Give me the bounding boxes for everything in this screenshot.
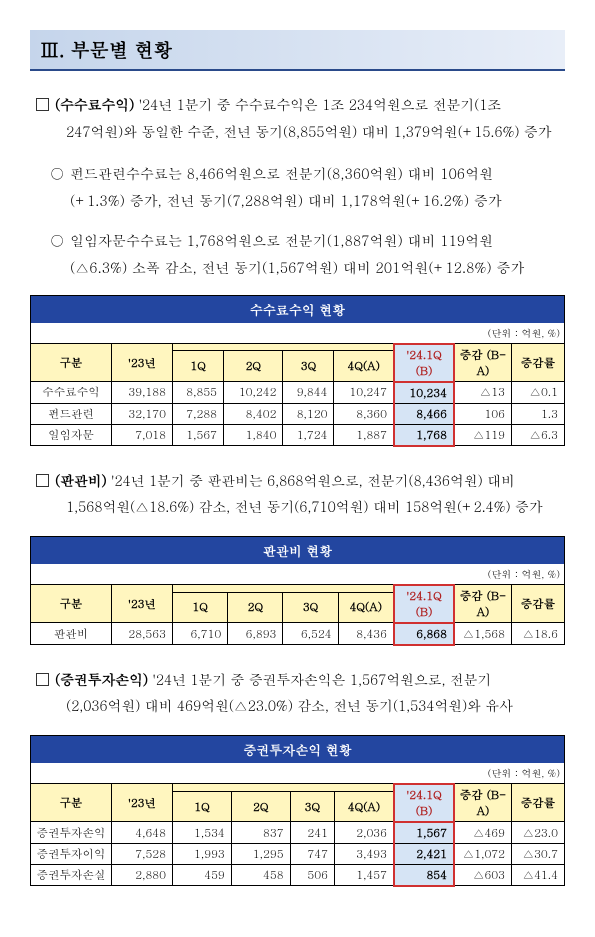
circle-bullet-icon: ○ — [50, 160, 64, 187]
para-sec: (증권투자손익) '24년 1분기 중 증권투자손익은 1,567억원으로, 전… — [36, 666, 565, 719]
subpara-discretion: ○일임자문수수료는 1,768억원으로 전분기(1,887억원) 대비 119억… — [36, 227, 565, 280]
table-sga: 판관비 현황 (단위 : 억원, %) 구분 '23년 '24.1Q (B) 증… — [30, 536, 565, 646]
para-sga: (판관비) '24년 1분기 중 판관비는 6,868억원으로, 전분기(8,4… — [36, 467, 565, 520]
subpara-fund: ○펀드관련수수료는 8,466억원으로 전분기(8,360억원) 대비 106억… — [36, 160, 565, 213]
table-title: 판관비 현황 — [30, 536, 565, 564]
table-sec: 증권투자손익 현황 (단위 : 억원, %) 구분 '23년 '24.1Q (B… — [30, 735, 565, 887]
sga-table: 구분 '23년 '24.1Q (B) 증감 (B-A) 증감률 1Q 2Q 3Q… — [30, 584, 565, 646]
table-unit: (단위 : 억원, %) — [30, 763, 565, 783]
square-bullet-icon — [36, 474, 49, 487]
table-title: 증권투자손익 현황 — [30, 735, 565, 763]
table-fee: 수수료수익 현황 (단위 : 억원, %) 구분 '23년 '24.1Q (B)… — [30, 295, 565, 447]
square-bullet-icon — [36, 98, 49, 111]
square-bullet-icon — [36, 673, 49, 686]
para-fee: (수수료수익) '24년 1분기 중 수수료수익은 1조 234억원으로 전분기… — [36, 91, 565, 144]
fee-table: 구분 '23년 '24.1Q (B) 증감 (B-A) 증감률 1Q 2Q 3Q… — [30, 343, 565, 447]
table-unit: (단위 : 억원, %) — [30, 323, 565, 343]
sec-table: 구분 '23년 '24.1Q (B) 증감 (B-A) 증감률 1Q 2Q 3Q… — [30, 783, 565, 887]
circle-bullet-icon: ○ — [50, 227, 64, 254]
table-unit: (단위 : 억원, %) — [30, 564, 565, 584]
table-title: 수수료수익 현황 — [30, 295, 565, 323]
section-title: Ⅲ. 부문별 현황 — [30, 30, 565, 71]
